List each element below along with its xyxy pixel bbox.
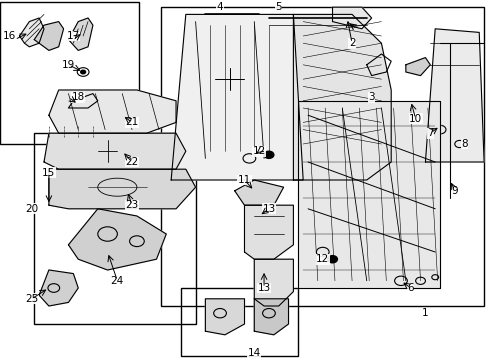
Bar <box>181 288 298 356</box>
Circle shape <box>264 151 273 158</box>
Text: 20: 20 <box>25 204 38 214</box>
Text: 25: 25 <box>25 294 39 304</box>
Text: 23: 23 <box>125 200 139 210</box>
Polygon shape <box>205 299 244 335</box>
Bar <box>0 2 139 144</box>
Text: 3: 3 <box>367 92 374 102</box>
Text: 14: 14 <box>247 348 261 358</box>
Text: 16: 16 <box>3 31 17 41</box>
Text: 19: 19 <box>61 60 75 70</box>
Polygon shape <box>332 7 371 29</box>
Polygon shape <box>171 14 303 180</box>
Polygon shape <box>244 205 293 259</box>
Circle shape <box>81 70 85 74</box>
Text: 10: 10 <box>408 114 421 124</box>
Polygon shape <box>44 133 185 169</box>
Polygon shape <box>68 18 93 50</box>
Polygon shape <box>34 22 63 50</box>
Polygon shape <box>234 180 283 205</box>
Text: 15: 15 <box>42 168 56 178</box>
Text: 11: 11 <box>237 175 251 185</box>
Text: 5: 5 <box>275 2 282 12</box>
Text: 8: 8 <box>460 139 467 149</box>
Polygon shape <box>298 101 439 288</box>
Text: 13: 13 <box>262 204 275 214</box>
Polygon shape <box>49 169 195 209</box>
Bar <box>161 7 483 306</box>
Bar <box>34 133 195 324</box>
Text: 2: 2 <box>348 38 355 48</box>
Text: 7: 7 <box>426 128 433 138</box>
Text: 12: 12 <box>315 254 329 264</box>
Polygon shape <box>293 14 390 180</box>
Polygon shape <box>39 270 78 306</box>
Text: 1: 1 <box>421 308 428 318</box>
Text: 21: 21 <box>125 117 139 127</box>
Text: 17: 17 <box>66 31 80 41</box>
Text: 13: 13 <box>257 283 270 293</box>
Polygon shape <box>405 58 429 76</box>
Text: 24: 24 <box>110 276 124 286</box>
Text: 12: 12 <box>252 146 265 156</box>
Polygon shape <box>254 259 293 306</box>
Text: 4: 4 <box>216 2 223 12</box>
Polygon shape <box>68 209 166 270</box>
Polygon shape <box>425 29 483 162</box>
Text: 22: 22 <box>125 157 139 167</box>
Polygon shape <box>49 90 176 133</box>
Polygon shape <box>254 299 288 335</box>
Text: 18: 18 <box>71 92 85 102</box>
Polygon shape <box>20 18 44 47</box>
Text: 9: 9 <box>450 186 457 196</box>
Text: 6: 6 <box>407 283 413 293</box>
Circle shape <box>327 256 337 263</box>
